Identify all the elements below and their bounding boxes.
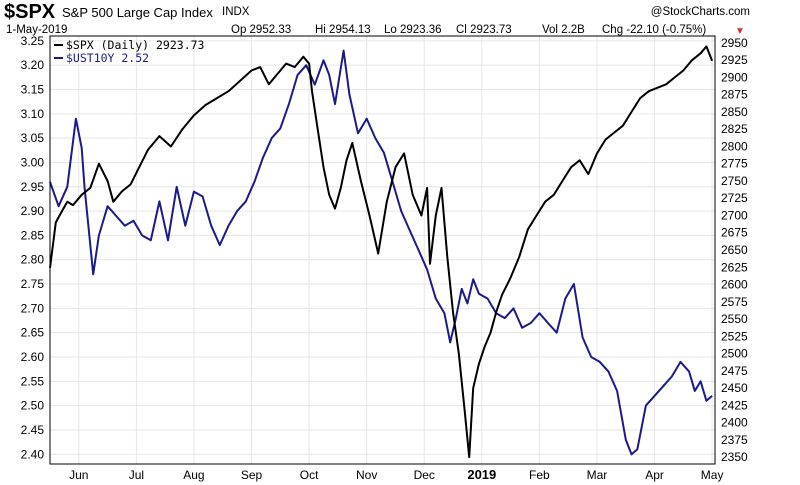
right-tick-label: 2925 xyxy=(721,53,748,67)
quote-low: Lo 2923.36 xyxy=(384,24,442,36)
left-tick-label: 2.75 xyxy=(21,277,45,291)
right-tick-label: 2500 xyxy=(721,347,748,361)
quote-close: Cl 2923.73 xyxy=(456,24,512,36)
quote-open: Op 2952.33 xyxy=(231,24,292,36)
left-tick-label: 2.50 xyxy=(21,399,45,413)
quote-high: Hi 2954.13 xyxy=(315,24,371,36)
right-tick-label: 2725 xyxy=(721,191,748,205)
right-tick-label: 2850 xyxy=(721,105,748,119)
left-tick-label: 2.65 xyxy=(21,326,45,340)
right-tick-label: 2625 xyxy=(721,260,748,274)
left-tick-label: 3.00 xyxy=(21,155,45,169)
left-tick-label: 3.25 xyxy=(21,34,45,48)
quote-change: Chg -22.10 (-0.75%) xyxy=(602,24,707,36)
left-tick-label: 2.45 xyxy=(21,423,45,437)
right-tick-label: 2350 xyxy=(721,450,748,464)
x-tick-label: Sep xyxy=(241,468,263,482)
x-tick-label: Apr xyxy=(645,468,664,482)
x-tick-label: Dec xyxy=(414,468,435,482)
left-tick-label: 3.05 xyxy=(21,131,45,145)
x-tick-label: Jul xyxy=(129,468,144,482)
legend-entry: $SPX (Daily) 2923.73 xyxy=(66,38,205,52)
left-tick-label: 2.80 xyxy=(21,253,45,267)
x-tick-label: Mar xyxy=(587,468,608,482)
left-tick-label: 2.55 xyxy=(21,374,45,388)
quote-volume: Vol 2.2B xyxy=(542,24,585,36)
right-tick-label: 2400 xyxy=(721,416,748,430)
right-tick-label: 2550 xyxy=(721,312,748,326)
right-tick-label: 2700 xyxy=(721,208,748,222)
left-tick-label: 2.95 xyxy=(21,180,45,194)
right-tick-label: 2875 xyxy=(721,88,748,102)
right-tick-label: 2650 xyxy=(721,243,748,257)
right-tick-label: 2525 xyxy=(721,329,748,343)
series-line-spx xyxy=(49,45,714,459)
exchange-label: INDX xyxy=(222,6,250,18)
right-tick-label: 2425 xyxy=(721,398,748,412)
left-tick-label: 2.85 xyxy=(21,228,45,242)
down-arrow-icon: ▼ xyxy=(735,26,745,37)
watermark: @StockCharts.com xyxy=(650,6,750,18)
legend-entry: $UST10Y 2.52 xyxy=(66,51,149,65)
left-tick-label: 2.60 xyxy=(21,350,45,364)
right-tick-label: 2450 xyxy=(721,381,748,395)
x-tick-label: Aug xyxy=(183,468,204,482)
chart-symbol: $SPX xyxy=(4,1,56,23)
right-tick-label: 2900 xyxy=(721,70,748,84)
x-tick-label: Feb xyxy=(529,468,550,482)
x-tick-label: 2019 xyxy=(467,467,496,482)
right-tick-label: 2475 xyxy=(721,364,748,378)
right-tick-label: 2950 xyxy=(721,36,748,50)
right-tick-label: 2800 xyxy=(721,139,748,153)
left-tick-label: 2.70 xyxy=(21,301,45,315)
chart-title: S&P 500 Large Cap Index xyxy=(62,5,213,20)
left-tick-label: 3.10 xyxy=(21,107,45,121)
chart-date: 1-May-2019 xyxy=(6,24,68,36)
right-tick-label: 2775 xyxy=(721,157,748,171)
x-tick-label: Nov xyxy=(356,468,377,482)
x-tick-label: May xyxy=(701,468,724,482)
series-line-ust10y xyxy=(49,49,713,456)
left-tick-label: 3.20 xyxy=(21,58,45,72)
right-tick-label: 2825 xyxy=(721,122,748,136)
left-tick-label: 2.90 xyxy=(21,204,45,218)
x-tick-label: Jun xyxy=(69,468,88,482)
right-tick-label: 2575 xyxy=(721,295,748,309)
right-tick-label: 2375 xyxy=(721,433,748,447)
right-tick-label: 2675 xyxy=(721,226,748,240)
right-tick-label: 2750 xyxy=(721,174,748,188)
plot-frame xyxy=(49,35,716,465)
x-tick-label: Oct xyxy=(300,468,319,482)
right-tick-label: 2600 xyxy=(721,278,748,292)
left-tick-label: 2.40 xyxy=(21,447,45,461)
left-tick-label: 3.15 xyxy=(21,83,45,97)
